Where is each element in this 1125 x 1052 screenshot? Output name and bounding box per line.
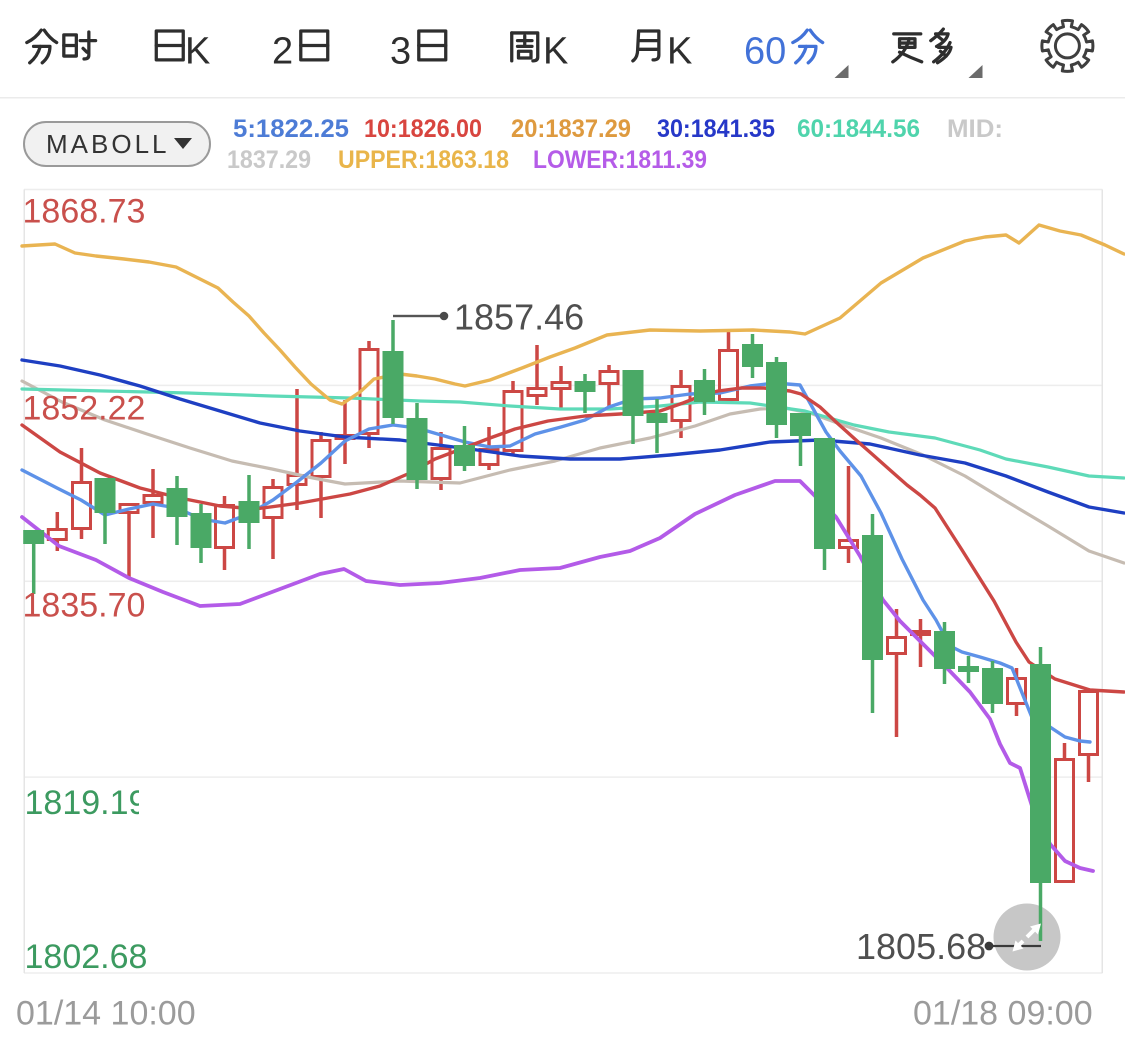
- svg-text:LOWER:1811.39: LOWER:1811.39: [533, 146, 707, 174]
- svg-text:MABOLL: MABOLL: [46, 129, 170, 159]
- svg-text:K: K: [667, 31, 692, 73]
- svg-text:5:1822.25: 5:1822.25: [233, 115, 349, 143]
- svg-text:1835.70: 1835.70: [23, 587, 146, 625]
- svg-text:UPPER:1863.18: UPPER:1863.18: [338, 146, 509, 174]
- svg-text:K: K: [185, 31, 210, 73]
- svg-text:1802.68: 1802.68: [25, 938, 148, 976]
- svg-text:10:1826.00: 10:1826.00: [364, 115, 482, 143]
- svg-text:60:1844.56: 60:1844.56: [797, 115, 920, 143]
- svg-text:1819.19: 1819.19: [25, 784, 148, 822]
- svg-text:1837.29: 1837.29: [227, 146, 311, 174]
- svg-text:1805.68: 1805.68: [856, 926, 986, 967]
- svg-text:2: 2: [272, 31, 293, 73]
- svg-text:1868.73: 1868.73: [23, 192, 146, 230]
- svg-text:30:1841.35: 30:1841.35: [657, 115, 775, 143]
- svg-text:K: K: [543, 31, 568, 73]
- svg-text:1857.46: 1857.46: [454, 297, 584, 338]
- svg-text:3: 3: [390, 31, 411, 73]
- svg-text:MID:: MID:: [947, 115, 1003, 143]
- svg-text:20:1837.29: 20:1837.29: [511, 115, 631, 143]
- svg-text:01/18 09:00: 01/18 09:00: [913, 995, 1093, 1033]
- svg-text:01/14 10:00: 01/14 10:00: [16, 995, 196, 1033]
- svg-text:60: 60: [744, 31, 786, 73]
- svg-text:1852.22: 1852.22: [23, 390, 146, 428]
